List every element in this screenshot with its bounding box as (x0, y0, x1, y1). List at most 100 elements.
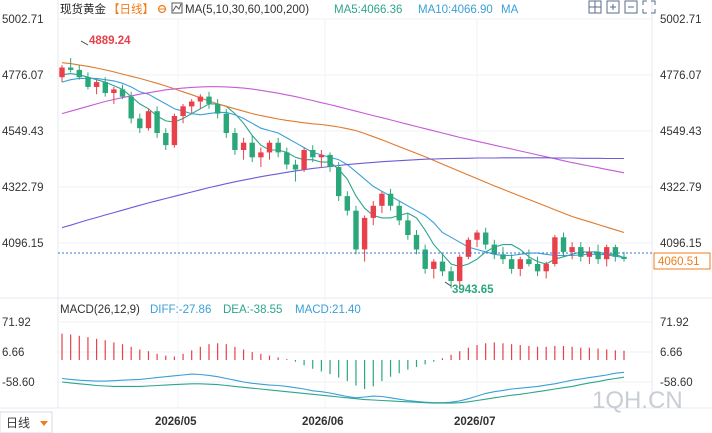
macd-tick-right: -58.60 (660, 377, 693, 389)
y-tick-left: 4322.79 (2, 182, 44, 194)
y-tick-left: 5002.71 (2, 14, 44, 26)
candle (474, 230, 480, 248)
candle (68, 58, 74, 73)
ma60-line (61, 86, 625, 174)
high-price-label: 4889.24 (89, 35, 131, 47)
macd-value: MACD:21.40 (295, 304, 361, 316)
candle (431, 259, 437, 279)
candle (500, 247, 506, 265)
y-tick-left: 4549.43 (2, 126, 44, 138)
grid-layout-icon[interactable] (588, 0, 602, 14)
ma-chart-icon[interactable] (171, 2, 183, 14)
candle (275, 137, 281, 158)
candle (266, 140, 273, 160)
candle (128, 91, 134, 124)
ma10-value: MA10:4066.90 (418, 4, 493, 16)
candle (517, 256, 523, 277)
candle (223, 108, 229, 138)
candle (457, 254, 463, 288)
candle (543, 261, 549, 279)
candle (318, 150, 325, 167)
ma30-line (61, 62, 625, 234)
macd-header: MACD(26,12,9) DIFF:-27.86 DEA:-38.55 MAC… (60, 304, 361, 316)
macd-dea-line (61, 376, 625, 404)
period-button-label: 日线 (6, 416, 30, 430)
settings-icon[interactable] (157, 4, 167, 14)
chart-header: 现货黄金 【日线】 MA(5,10,30,60,100,200) MA5:406… (60, 2, 519, 16)
candle (379, 191, 385, 214)
macd-diff-value: DIFF:-27.86 (150, 304, 211, 316)
y-tick-left: 4096.15 (2, 238, 44, 250)
candle (405, 213, 411, 240)
candle (336, 162, 342, 201)
candle (413, 230, 420, 255)
candle (508, 254, 515, 274)
candle (361, 215, 368, 262)
last-price-tag: 4060.51 (653, 252, 711, 270)
candle (154, 106, 160, 138)
candle (145, 108, 152, 131)
candle (189, 99, 195, 114)
candle (137, 113, 143, 134)
macd-tick-right: 71.92 (660, 317, 689, 329)
subtract-square-icon[interactable] (624, 0, 638, 14)
candle (119, 84, 126, 100)
expand-icon[interactable] (642, 0, 656, 14)
macd-tick-left: -58.60 (2, 377, 35, 389)
candle (292, 159, 299, 182)
candle (249, 135, 255, 163)
candle (310, 145, 316, 163)
candle (396, 200, 402, 226)
candle (621, 251, 627, 262)
candle (569, 242, 575, 260)
candle (215, 99, 221, 119)
candle (534, 256, 541, 277)
candle (526, 249, 532, 267)
candle (491, 239, 497, 260)
macd-tick-left: 71.92 (2, 317, 31, 329)
y-tick-right: 4322.79 (660, 182, 702, 194)
candle (240, 137, 247, 160)
macd-axis-left: 71.92 6.66 -58.60 (2, 317, 35, 389)
macd-diff-line (61, 371, 625, 404)
toolbar (588, 0, 656, 14)
watermark: 1QH.CN (592, 387, 683, 414)
macd-params-label: MACD(26,12,9) (60, 304, 140, 316)
candle (465, 237, 472, 260)
low-annotation: 3943.65 (444, 281, 494, 296)
macd-dea-value: DEA:-38.55 (223, 304, 282, 316)
candle (93, 79, 100, 95)
ma-params-label: MA(5,10,30,60,100,200) (185, 4, 309, 16)
candle (353, 205, 359, 255)
x-axis: 2026/05 2026/06 2026/07 (155, 416, 496, 428)
candle (439, 254, 446, 277)
y-tick-right: 5002.71 (660, 14, 702, 26)
y-tick-right: 4776.07 (660, 70, 702, 82)
y-tick-right: 4549.43 (660, 126, 702, 138)
candle (301, 147, 307, 172)
candle (180, 103, 186, 124)
candle (85, 72, 91, 90)
price-axis-left: 5002.71 4776.07 4549.43 4322.79 4096.15 (2, 14, 44, 250)
candle (59, 65, 65, 83)
candle (163, 128, 169, 151)
x-tick: 2026/07 (454, 416, 496, 428)
dropdown-arrow-icon (40, 421, 48, 426)
candle (171, 113, 178, 148)
candle (483, 227, 489, 250)
macd-axis-right: 71.92 6.66 -58.60 (660, 317, 693, 389)
add-square-icon[interactable] (606, 0, 620, 14)
price-axis-right: 5002.71 4776.07 4549.43 4322.79 4096.15 (660, 14, 702, 250)
macd-indicator (61, 333, 625, 404)
candle (102, 77, 108, 97)
period-button[interactable]: 日线 (0, 411, 53, 433)
low-price-label: 3943.65 (452, 284, 494, 296)
ma-extra-value: MA (501, 4, 519, 16)
candle (284, 147, 290, 170)
macd-tick-left: 6.66 (2, 347, 24, 359)
candle (206, 91, 212, 109)
last-price-value: 4060.51 (658, 256, 700, 268)
ma100-line (61, 157, 624, 229)
instrument-name: 现货黄金 (60, 2, 106, 16)
